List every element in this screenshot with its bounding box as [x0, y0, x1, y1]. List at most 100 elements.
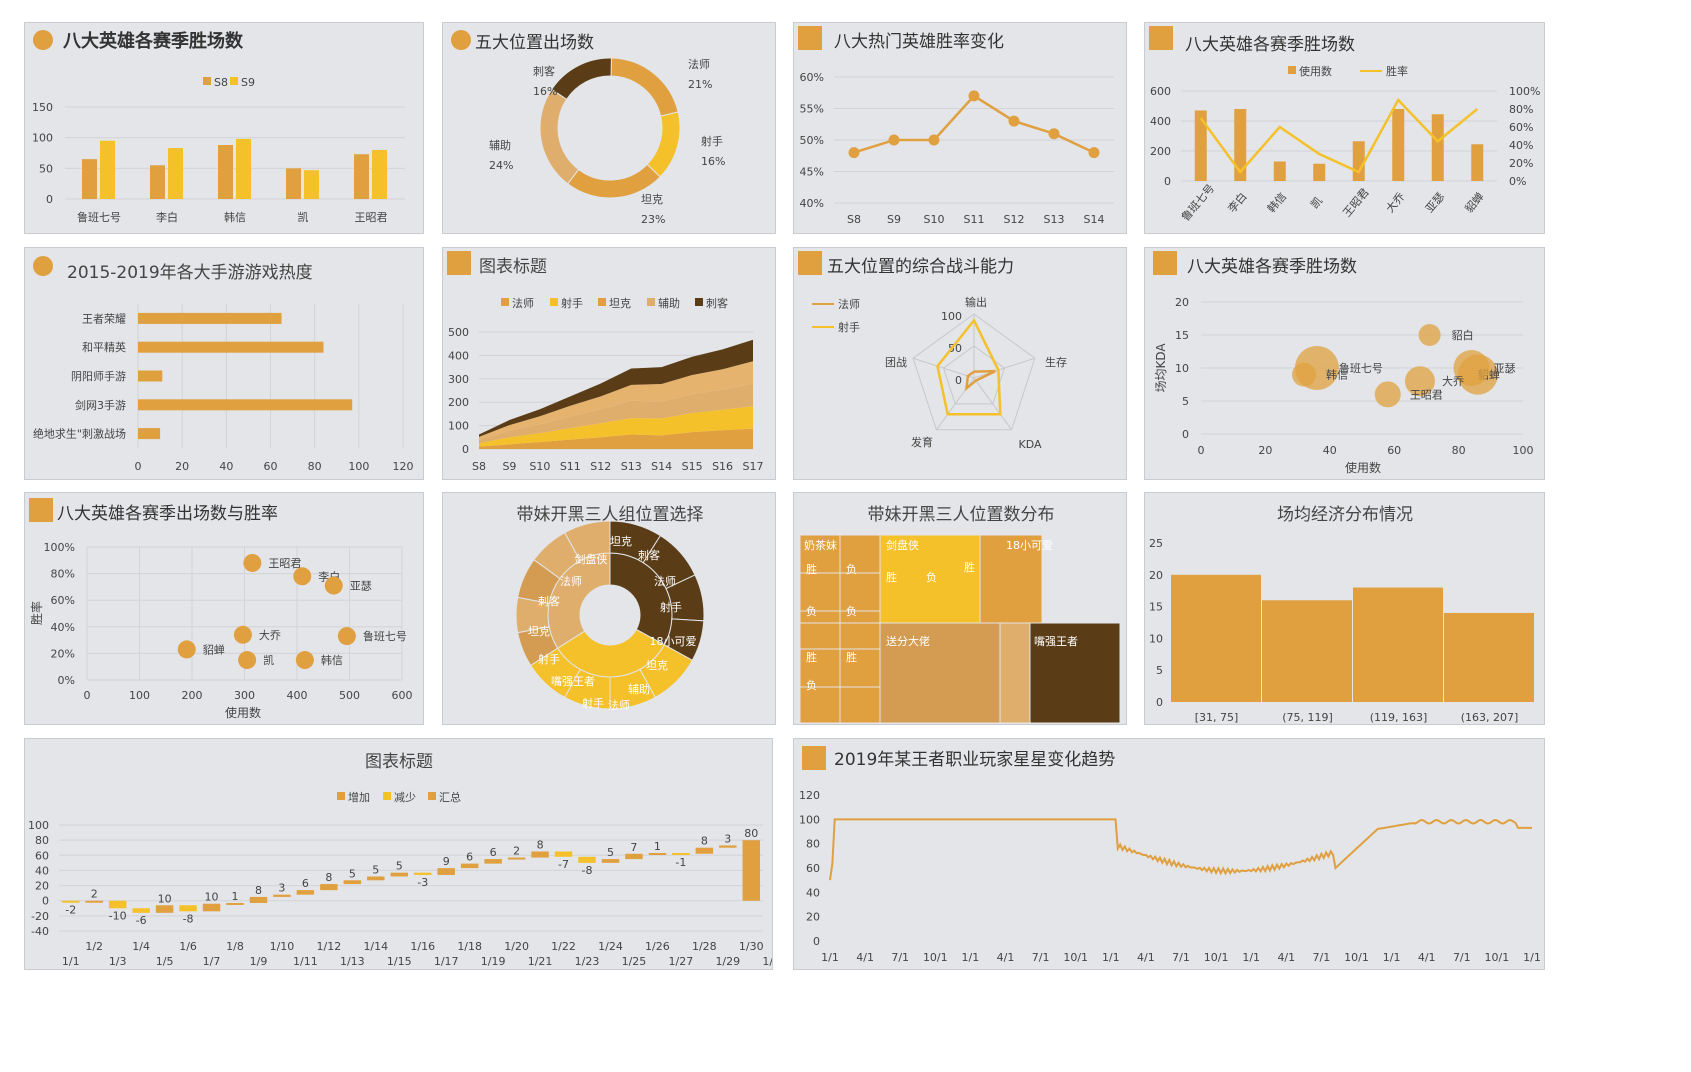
bar-value: -10	[109, 909, 127, 922]
y-tick-label: 80	[35, 834, 49, 847]
sunburst-label: 射手	[660, 600, 682, 614]
title-marker-icon	[33, 256, 53, 276]
y-tick-label: 0	[1164, 175, 1171, 188]
y-tick-label: 200	[448, 396, 469, 409]
bar-value: 5	[372, 863, 379, 876]
bar-value: 2	[91, 888, 98, 901]
bar	[1471, 144, 1484, 181]
chart-winrate-line: 八大热门英雄胜率变化 60% 55% 50% 45% 40% S8 S9 S10 S11 S12 S1…	[798, 26, 1114, 226]
y-tick-label: 50	[39, 162, 53, 175]
panel-waterfall: 图表标题 增加 减少 汇总 100 80 60 40 20 0 -20 -40 -2 2 -10 -6 10 -8…	[24, 738, 773, 970]
waterfall-bar	[507, 857, 526, 860]
legend-swatch-icon	[383, 792, 391, 800]
cell-label: 胜	[964, 560, 975, 574]
x-tick-label: S13	[621, 460, 642, 473]
r-tick-label: 0	[955, 374, 962, 387]
data-point	[848, 147, 860, 159]
chart-title: 2019年某王者职业玩家星星变化趋势	[834, 750, 1115, 770]
bar	[1273, 161, 1286, 181]
x-tick-label: 1/1	[1102, 951, 1120, 964]
x-tick-label: 1/1	[1242, 951, 1260, 964]
treemap-block	[1029, 622, 1121, 724]
legend-swatch-icon	[203, 77, 211, 85]
y-axis-label: 场均KDA	[1154, 343, 1168, 393]
bar-value: -2	[65, 904, 76, 917]
data-point	[1088, 147, 1100, 159]
sunburst-label: 法师	[608, 698, 630, 712]
legend-label: 汇总	[439, 790, 461, 804]
bubble-label: 鲁班七号	[363, 629, 407, 643]
bar-value: -8	[582, 864, 593, 877]
x-tick-label: 7/1	[1172, 951, 1190, 964]
y-tick-label: 王者荣耀	[82, 312, 126, 325]
chart-title: 图表标题	[365, 752, 433, 772]
x-tick-label: 1/3	[109, 955, 127, 968]
treemap-block	[999, 622, 1031, 724]
bubble-label: 亚瑟	[1493, 362, 1515, 375]
panel-winrate-line: 八大热门英雄胜率变化 60% 55% 50% 45% 40% S8 S9 S10 S11 S12 S1…	[793, 22, 1127, 234]
cell-label: 负	[806, 678, 817, 692]
r-tick-label: 50	[948, 342, 962, 355]
waterfall-bar	[460, 863, 479, 869]
x-tick-label: 李白	[156, 210, 178, 224]
y-tick-label: 0	[1156, 696, 1163, 709]
legend-label: 胜率	[1386, 64, 1408, 78]
legend-swatch-icon	[598, 298, 606, 306]
legend-swatch-icon	[1288, 66, 1296, 74]
y-tick-label: 60	[806, 862, 820, 875]
y-tick-label: 绝地求生"刺激战场	[33, 427, 126, 441]
sunburst-label: 法师	[560, 574, 582, 588]
y-tick-label: 100	[28, 819, 49, 832]
y2-tick-label: 100%	[1509, 85, 1540, 98]
x-tick-label: 1/2	[85, 940, 103, 953]
x-tick-label: 1/24	[598, 940, 623, 953]
y-tick-label: 10	[1175, 362, 1189, 375]
x-tick-label: 10/1	[923, 951, 948, 964]
x-tick-label: 大乔	[1383, 190, 1408, 216]
x-tick-label: 貂蝉	[1462, 190, 1487, 216]
axis-label: 生存	[1045, 355, 1067, 369]
x-tick-label: 1/20	[504, 940, 529, 953]
y-tick-label: 150	[32, 101, 53, 114]
y-axis-label: 胜率	[29, 601, 44, 625]
sunburst-label: 射手	[582, 696, 604, 710]
x-tick-label: 1/21	[528, 955, 553, 968]
bar-value: 80	[744, 827, 758, 840]
x-tick-label: 凯	[1308, 194, 1325, 211]
y-tick-label: 0	[462, 443, 469, 456]
sunburst-label: 射手	[538, 652, 560, 666]
x-tick-label: 韩信	[224, 210, 246, 224]
bubble-label: 大乔	[1442, 374, 1464, 388]
legend-swatch-icon	[550, 298, 558, 306]
x-tick-label: 1/31	[762, 955, 773, 968]
y-tick-label: 60	[35, 849, 49, 862]
x-axis-label: 使用数	[1345, 460, 1381, 475]
y-tick-label: 20	[35, 880, 49, 893]
x-tick-label: 1/23	[575, 955, 600, 968]
waterfall-bar	[719, 845, 737, 848]
x-tick-label: S11	[560, 460, 581, 473]
bubble	[233, 625, 252, 644]
slice-label: 法师	[688, 57, 710, 71]
x-tick-label: S15	[682, 460, 703, 473]
bubble	[238, 651, 257, 670]
bar	[1194, 110, 1207, 181]
bar-value: 1	[232, 890, 239, 903]
y-tick-label: 0	[1182, 428, 1189, 441]
x-tick-label: 10/1	[1063, 951, 1088, 964]
x-tick-label: 40	[1323, 444, 1337, 457]
x-tick-label: 凯	[298, 211, 309, 224]
x-tick-label: 亚瑟	[1423, 190, 1447, 215]
y2-tick-label: 20%	[1509, 157, 1533, 170]
y-tick-label: 20%	[51, 647, 75, 660]
x-tick-label: 60	[1387, 444, 1401, 457]
y-tick-label: 200	[1150, 145, 1171, 158]
waterfall-total	[742, 840, 760, 901]
waterfall-bar	[648, 853, 667, 856]
x-tick-label: 7/1	[1032, 951, 1050, 964]
bar-value: 8	[255, 884, 262, 897]
chart-title: 八大英雄各赛季出场数与胜率	[57, 503, 278, 524]
y-tick-label: 20	[1175, 296, 1189, 309]
y-tick-label: 100	[448, 420, 469, 433]
bar	[354, 154, 369, 199]
